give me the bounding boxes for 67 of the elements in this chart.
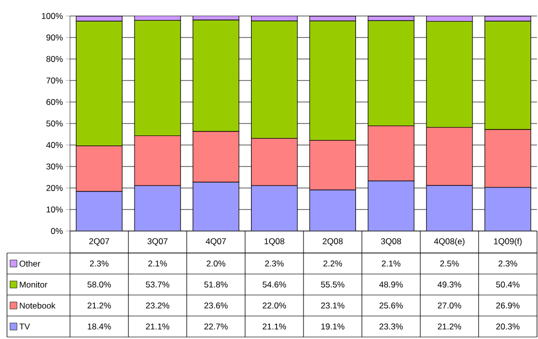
y-tick-label: 80% xyxy=(46,56,63,62)
x-tick-label: 2Q08 xyxy=(322,238,343,246)
data-label: 55.5% xyxy=(321,282,344,288)
y-tick-label: 40% xyxy=(46,142,63,148)
data-label: 22.0% xyxy=(262,302,286,308)
x-tick-label: 1Q09(f) xyxy=(494,238,522,246)
bar xyxy=(134,185,181,231)
data-label: 53.7% xyxy=(146,282,170,288)
bar xyxy=(76,16,122,22)
x-tick-label: 2Q07 xyxy=(89,238,110,246)
data-label: 23.1% xyxy=(321,302,344,308)
bar xyxy=(251,185,298,231)
x-tick-label: 3Q07 xyxy=(148,238,168,246)
bar xyxy=(309,190,356,231)
data-label: 2.1% xyxy=(382,260,400,266)
x-tick-label: 4Q08(e) xyxy=(434,238,464,246)
data-label: 49.3% xyxy=(438,282,462,288)
data-label: 2.5% xyxy=(440,260,459,266)
legend-label: TV xyxy=(19,324,30,330)
legend-label: Other xyxy=(20,260,40,267)
data-label: 23.3% xyxy=(379,324,403,330)
y-tick-label: 70% xyxy=(46,78,63,84)
data-label: 23.2% xyxy=(146,302,170,308)
y-tick-label: 20% xyxy=(46,185,63,191)
bar xyxy=(192,182,240,231)
bar xyxy=(192,16,240,20)
y-tick-label: 90% xyxy=(46,34,63,40)
bar xyxy=(426,185,473,231)
bar xyxy=(484,16,532,22)
data-label: 21.2% xyxy=(88,302,111,308)
data-label: 20.3% xyxy=(496,324,520,330)
y-tick-label: 60% xyxy=(46,99,63,105)
y-tick-label: 0% xyxy=(51,228,63,234)
legend-label: Monitor xyxy=(20,281,48,288)
data-label: 2.3% xyxy=(265,260,284,266)
data-label: 2.0% xyxy=(206,260,226,266)
data-label: 25.6% xyxy=(379,302,403,308)
data-label: 2.3% xyxy=(90,260,109,266)
data-label: 2.2% xyxy=(323,260,342,266)
data-label: 48.9% xyxy=(379,282,403,288)
data-label: 19.1% xyxy=(321,324,344,330)
data-label: 21.2% xyxy=(438,324,462,330)
data-label: 23.6% xyxy=(204,302,228,308)
y-tick-label: 50% xyxy=(46,120,63,126)
y-tick-label: 10% xyxy=(46,206,63,212)
data-label: 18.4% xyxy=(88,324,111,330)
bar xyxy=(484,187,532,231)
data-label: 21.1% xyxy=(262,324,286,330)
y-tick-label: 30% xyxy=(46,164,63,170)
data-label: 58.0% xyxy=(88,282,111,288)
x-tick-label: 3Q08 xyxy=(381,238,402,246)
x-tick-label: 1Q08 xyxy=(264,238,284,246)
data-label: 2.1% xyxy=(148,260,167,266)
data-label: 2.3% xyxy=(498,260,518,266)
data-label: 50.4% xyxy=(496,282,520,288)
legend-label: Notebook xyxy=(20,302,56,309)
data-label: 54.6% xyxy=(262,282,286,288)
data-label: 21.1% xyxy=(146,324,170,330)
bar xyxy=(134,16,181,21)
data-label: 22.7% xyxy=(204,324,228,330)
bar xyxy=(76,191,122,231)
bar xyxy=(368,180,414,231)
y-tick-label: 100% xyxy=(42,13,63,19)
data-label: 26.9% xyxy=(496,302,520,308)
data-label: 51.8% xyxy=(204,282,228,288)
x-tick-label: 4Q07 xyxy=(206,238,226,246)
data-label: 27.0% xyxy=(438,302,462,308)
